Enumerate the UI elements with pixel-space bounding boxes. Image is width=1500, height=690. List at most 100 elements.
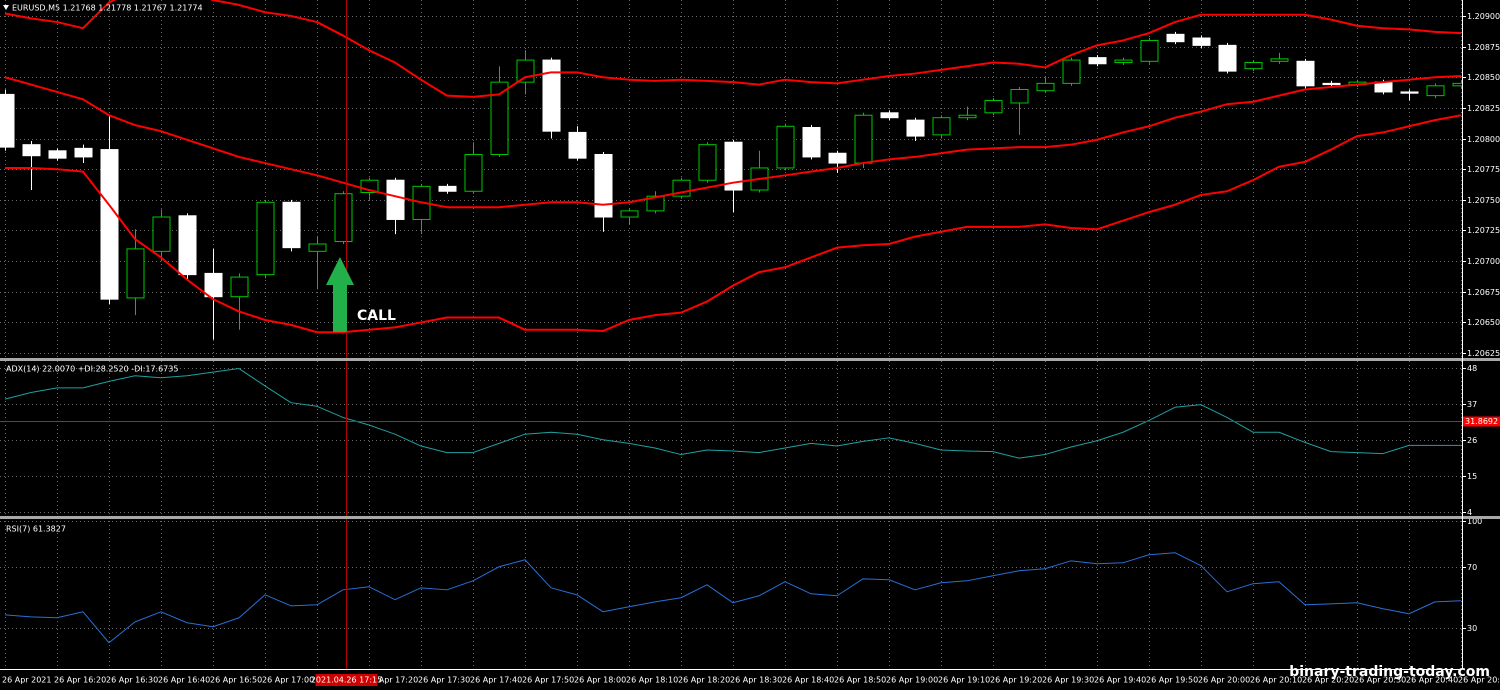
candle-body — [100, 149, 119, 300]
pane-plot — [4, 368, 1461, 459]
candle-body — [854, 114, 873, 164]
candle-body — [1140, 39, 1159, 62]
candle-body — [646, 195, 665, 212]
candle-body — [984, 100, 1003, 114]
candle-body — [594, 153, 613, 218]
annotation: CALL — [357, 308, 396, 324]
x-tick-label: 26 Apr 19:20 — [990, 676, 1042, 685]
x-tick-label: 26 Apr 17:40 — [470, 676, 522, 685]
call-arrow — [326, 257, 354, 332]
x-tick-label: 26 Apr 19:50 — [1146, 676, 1198, 685]
x-tick-label: 26 Apr 17:50 — [522, 676, 574, 685]
candle-body — [906, 119, 925, 137]
y-tick-label: 15 — [1467, 472, 1477, 481]
x-tick-label: 26 Apr 19:30 — [1042, 676, 1094, 685]
candle-body — [1166, 33, 1185, 43]
candle-body — [1192, 37, 1211, 46]
candle-body — [152, 216, 171, 252]
band-line — [5, 114, 1462, 334]
x-tick-label: 26 Apr 16:40 — [158, 676, 210, 685]
candle-body — [1062, 59, 1081, 84]
level-label: 31.8692 — [1465, 417, 1498, 426]
y-tick-label: 1.20900 — [1467, 12, 1500, 21]
candle-body — [386, 179, 405, 220]
candle-body — [22, 144, 41, 157]
y-tick-label: 1.20875 — [1467, 43, 1500, 52]
pane-plot — [0, 0, 1462, 340]
x-tick-label: 26 Apr 20:20 — [1302, 676, 1354, 685]
x-tick-label: 26 Apr 16:50 — [210, 676, 262, 685]
y-tick-label: 100 — [1467, 517, 1482, 526]
candle-body — [1270, 58, 1289, 62]
watermark: binary-trading-today.com — [1289, 664, 1490, 680]
y-tick-label: 26 — [1467, 436, 1477, 445]
y-tick-label: 1.20850 — [1467, 73, 1500, 82]
candle-body — [828, 152, 847, 164]
candle-body — [1114, 59, 1133, 64]
candle-body — [1010, 89, 1029, 104]
candle-body — [0, 93, 15, 148]
candle-body — [1296, 60, 1315, 87]
level-box — [1463, 416, 1500, 427]
x-tick-label: 26 Apr 18:50 — [834, 676, 886, 685]
candle-body — [74, 147, 93, 158]
pane-title: ADX(14) 22.0070 +DI:28.2520 -DI:17.6735 — [6, 365, 178, 374]
y-tick-label: 30 — [1467, 624, 1477, 633]
x-tick-label: 26 Apr 17:20 — [366, 676, 418, 685]
candle-body — [1452, 82, 1462, 87]
x-tick-label: 26 Apr 18:10 — [626, 676, 678, 685]
candle-body — [958, 114, 977, 119]
arrow-shaft — [333, 282, 347, 332]
x-tick-label: 26 Apr 16:30 — [106, 676, 158, 685]
candle-body — [880, 112, 899, 119]
y-tick-label: 70 — [1467, 563, 1477, 572]
cursor-label-box — [315, 674, 378, 686]
x-tick-label: 26 Apr 18:30 — [730, 676, 782, 685]
x-tick-label: 26 Apr 20:00 — [1198, 676, 1250, 685]
candle-body — [932, 117, 951, 136]
y-tick-label: 1.20750 — [1467, 196, 1500, 205]
candle-body — [438, 185, 457, 192]
band-line — [4, 0, 1462, 98]
candle-body — [230, 276, 249, 298]
y-tick-label: 1.20800 — [1467, 135, 1500, 144]
candle-body — [1426, 85, 1445, 97]
menu-triangle — [3, 5, 9, 10]
y-tick-label: 1.20650 — [1467, 318, 1500, 327]
candle-body — [1218, 44, 1237, 72]
candle-body — [256, 201, 275, 276]
y-tick-label: 1.20725 — [1467, 226, 1500, 235]
x-tick-label: 26 Apr 20:40 — [1406, 676, 1458, 685]
candle-body — [620, 210, 639, 218]
y-tick-label: 4 — [1467, 508, 1472, 517]
y-tick-label: 1.20700 — [1467, 257, 1500, 266]
candle-body — [516, 59, 535, 83]
candle-body — [1244, 62, 1263, 70]
candle-body — [776, 125, 795, 169]
x-tick-label: 26 Apr 20:10 — [1250, 676, 1302, 685]
cursor-label: 2021.04.26 17:15 — [311, 676, 382, 685]
x-tick-label: 26 Apr 19:10 — [938, 676, 990, 685]
x-tick-label: 26 Apr 18:00 — [574, 676, 626, 685]
x-tick-label: 26 Apr 19:00 — [886, 676, 938, 685]
pane-title: RSI(7) 61.3827 — [6, 525, 66, 534]
y-tick-label: 1.20775 — [1467, 165, 1500, 174]
candle-body — [48, 150, 67, 159]
chart-header: EURUSD,M5 1.21768 1.21778 1.21767 1.2177… — [12, 4, 203, 13]
x-tick-label: 26 Apr 19:40 — [1094, 676, 1146, 685]
candle-body — [282, 201, 301, 249]
candle-body — [542, 59, 561, 132]
y-tick-label: 48 — [1467, 364, 1477, 373]
candle-body — [204, 272, 223, 298]
candle-body — [1400, 91, 1419, 94]
candle-body — [724, 141, 743, 191]
candle-body — [698, 144, 717, 181]
y-tick-label: 37 — [1467, 400, 1477, 409]
x-tick-label: 26 Apr 18:40 — [782, 676, 834, 685]
candle-body — [464, 153, 483, 192]
candle-body — [126, 248, 145, 299]
candle-body — [802, 127, 821, 158]
